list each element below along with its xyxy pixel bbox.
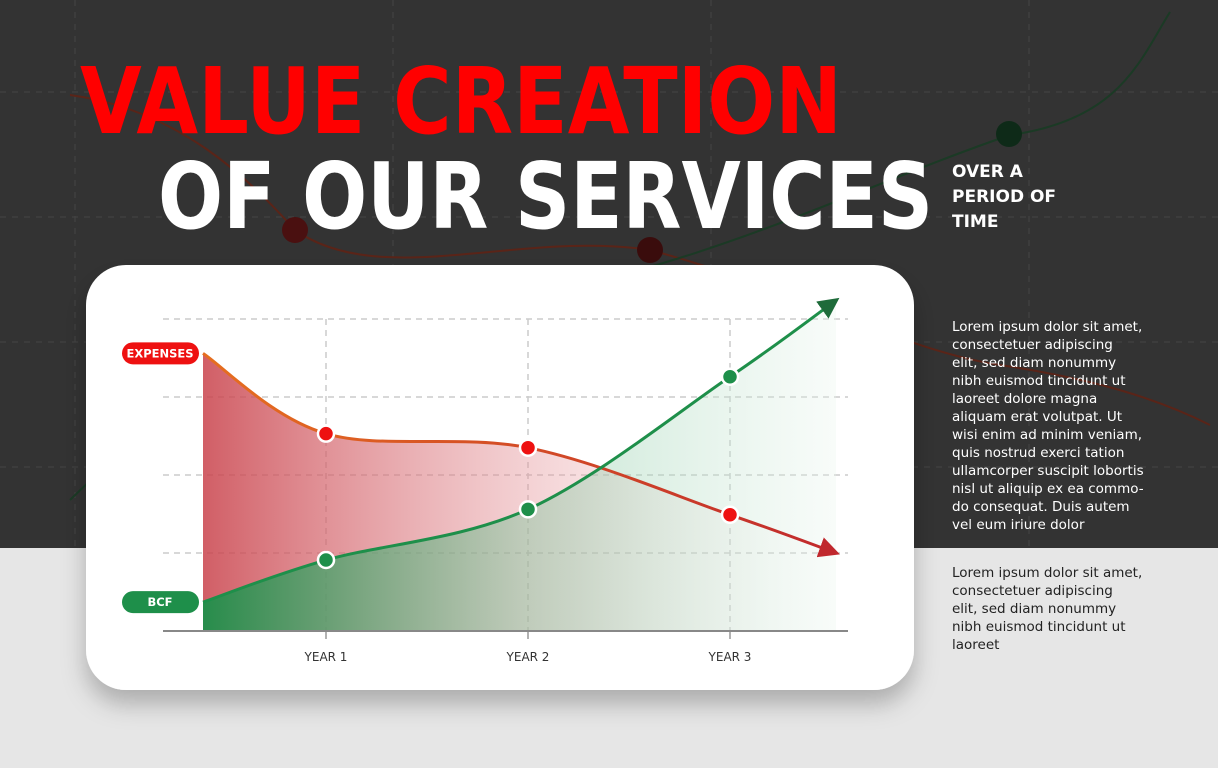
point: [316, 550, 336, 570]
paragraph-line: nibh euismod tincidunt ut: [952, 373, 1126, 389]
area: [203, 300, 836, 631]
paragraph-line: Lorem ipsum dolor sit amet,: [952, 319, 1142, 335]
legend-badge: [122, 591, 199, 614]
legend-label: BCF: [147, 595, 172, 609]
paragraph-line: Lorem ipsum dolor sit amet,: [952, 565, 1142, 581]
paragraph-line: elit, sed diam nonummy: [952, 355, 1116, 371]
paragraph-line: wisi enim ad minim veniam,: [952, 427, 1142, 443]
paragraph-line: quis nostrud exerci tation: [952, 445, 1124, 461]
side-title: OVER A PERIOD OF TIME: [952, 162, 1056, 232]
background-dot: [282, 217, 308, 243]
chart: YEAR 1 YEAR 2 YEAR 3 EXPENSES BCF: [122, 297, 848, 664]
title-line-2: OF OUR SERVICES: [158, 143, 933, 250]
legend-label: EXPENSES: [126, 346, 193, 360]
legend-badge: [122, 342, 199, 365]
x-tick-label: YEAR 2: [506, 650, 550, 664]
paragraph-line: aliquam erat volutpat. Ut: [952, 409, 1122, 425]
paragraph: Lorem ipsum dolor sit amet, consectetuer …: [952, 565, 1142, 653]
paragraph-line: nibh euismod tincidunt ut: [952, 619, 1126, 635]
title-line-1: VALUE CREATION: [80, 48, 842, 155]
paragraph-line: vel eum iriure dolor: [952, 517, 1085, 533]
side-title-line: TIME: [952, 212, 998, 232]
paragraph-line: elit, sed diam nonummy: [952, 601, 1116, 617]
side-title-line: PERIOD OF: [952, 187, 1056, 207]
point: [316, 424, 336, 443]
point: [720, 505, 740, 525]
paragraph-line: do consequat. Duis autem: [952, 499, 1130, 515]
point: [518, 438, 538, 457]
point: [518, 500, 538, 519]
paragraph-line: laoreet: [952, 637, 999, 653]
paragraph-line: consectetuer adipiscing: [952, 337, 1113, 353]
paragraph-line: ullamcorper suscipit lobortis: [952, 463, 1144, 479]
point: [720, 367, 740, 386]
x-tick-label: YEAR 1: [304, 650, 348, 664]
x-tick-label: YEAR 3: [708, 650, 752, 664]
paragraph-line: laoreet dolore magna: [952, 391, 1097, 407]
side-title-line: OVER A: [952, 162, 1024, 182]
paragraph-line: nisl ut aliquip ex ea commo-: [952, 481, 1144, 497]
background-dot: [637, 237, 663, 263]
background-dot: [996, 121, 1022, 147]
paragraph: Lorem ipsum dolor sit amet, consectetuer …: [952, 319, 1144, 533]
paragraph-line: consectetuer adipiscing: [952, 583, 1113, 599]
